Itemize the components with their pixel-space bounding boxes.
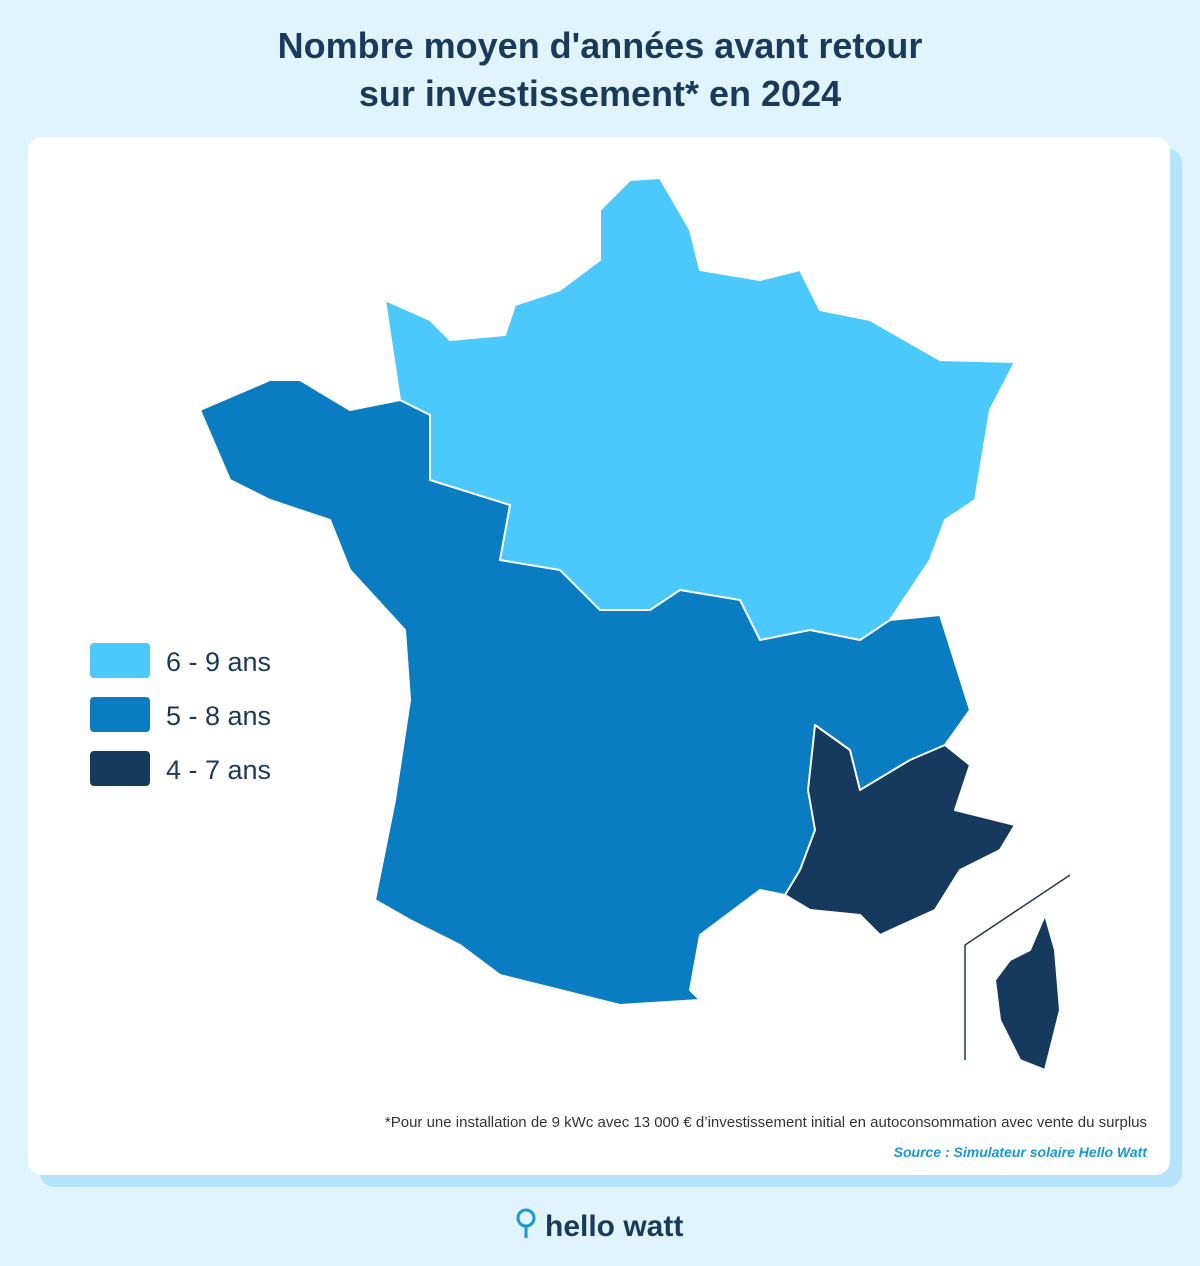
legend-label: 6 - 9 ans [166, 647, 271, 677]
map [199, 177, 1071, 1071]
source: Source : Simulateur solaire Hello Watt [894, 1144, 1149, 1160]
footnote: *Pour une installation de 9 kWc avec 13 … [385, 1114, 1147, 1131]
legend-swatch [90, 697, 150, 732]
legend-swatch [90, 643, 150, 678]
map-zone [994, 914, 1061, 1071]
title-line: Nombre moyen d'années avant retour [278, 25, 923, 66]
logo-text: hello watt [545, 1210, 683, 1243]
logo-icon [516, 1208, 536, 1228]
legend-swatch [90, 751, 150, 786]
logo: hello watt [516, 1208, 683, 1243]
title-line: sur investissement* en 2024 [359, 73, 841, 114]
map-zone [384, 177, 1016, 641]
legend-label: 4 - 7 ans [166, 755, 271, 785]
legend-label: 5 - 8 ans [166, 701, 271, 731]
map-zone [784, 724, 1016, 936]
inset-line [964, 874, 1071, 1060]
legend: 6 - 9 ans 5 - 8 ans 4 - 7 ans [90, 643, 271, 786]
